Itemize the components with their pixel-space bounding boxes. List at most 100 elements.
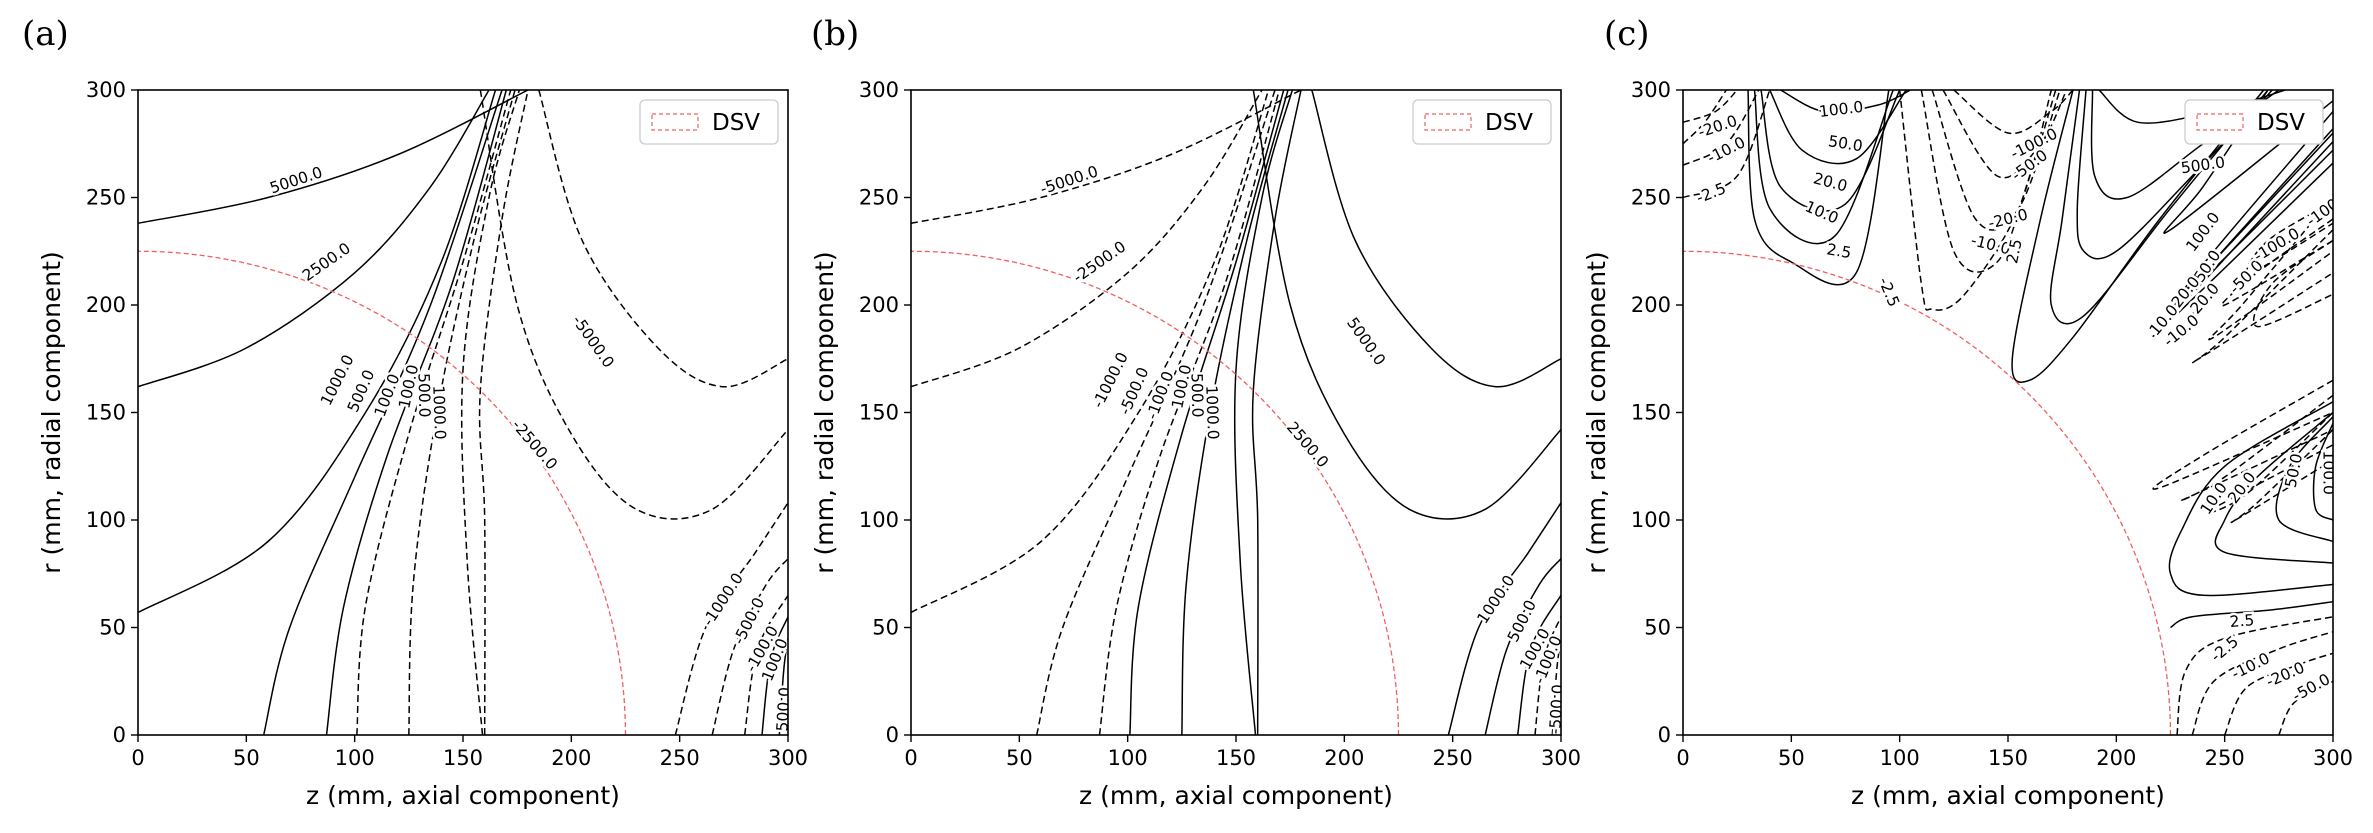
legend: DSV (1412, 99, 1552, 145)
contour-label: 1000.0 (1474, 572, 1519, 627)
contour-label: -10.0 (1704, 133, 1748, 167)
contour-line (2170, 600, 2333, 629)
contour-line (2049, 90, 2269, 325)
x-tick-label: 150 (443, 746, 483, 770)
contour-line (2011, 90, 2265, 383)
contour-line (2278, 680, 2333, 735)
contour-line (2176, 616, 2333, 735)
x-tick-label: 0 (904, 746, 917, 770)
contour-label: -500.0 (1546, 684, 1567, 735)
x-tick-label: 250 (1433, 746, 1473, 770)
x-tick-label: 250 (660, 746, 700, 770)
contour-label: 10.0 (1802, 197, 1841, 227)
contour-line (479, 90, 788, 520)
panel-c: (c)-20.0-10.0-2.5100.050.020.010.02.5-2.… (1582, 14, 2353, 810)
x-axis-label: z (mm, axial component) (1079, 781, 1393, 810)
contour-line (2246, 201, 2333, 274)
contour-label: 20.0 (2224, 469, 2259, 507)
y-tick-label: 100 (1631, 508, 1671, 532)
contour-line (138, 90, 529, 225)
dsv-circle (911, 250, 1400, 735)
panel-b: (b)-5000.0-2500.0-1000.0-500.0-100.0100.… (810, 14, 1581, 810)
contour-label: 50.0 (2282, 452, 2306, 489)
contour-line (1516, 594, 1561, 735)
contour-line (1551, 638, 1561, 735)
contour-label: 1000.0 (429, 385, 449, 440)
x-tick-label: 200 (2096, 746, 2136, 770)
contour-line (743, 594, 788, 735)
y-tick-label: 100 (86, 508, 126, 532)
y-tick-label: 100 (859, 508, 899, 532)
contour-line (1683, 90, 1760, 166)
contour-line (2207, 411, 2333, 514)
contour-line (1233, 90, 1294, 735)
x-tick-label: 200 (1324, 746, 1364, 770)
contour-line (538, 90, 788, 388)
x-axis-label: z (mm, axial component) (1851, 781, 2165, 810)
contour-label: 1000.0 (1202, 385, 1222, 440)
contour-line (1484, 558, 1561, 735)
x-tick-label: 0 (131, 746, 144, 770)
contour-label: 10.0 (2197, 479, 2231, 518)
contour-line (2191, 229, 2333, 364)
legend-label: DSV (712, 110, 760, 136)
panel-label: (c) (1604, 14, 1650, 54)
x-tick-label: 300 (1541, 746, 1581, 770)
contour-line (2182, 111, 2333, 292)
contour-line (138, 90, 497, 614)
contour-label: -5000.0 (568, 312, 617, 371)
x-tick-label: 300 (768, 746, 808, 770)
panel-label: (a) (22, 14, 69, 54)
legend-swatch (1424, 113, 1472, 131)
plot-area: -20.0-10.0-2.5100.050.020.010.02.5-2.5-1… (1683, 90, 2333, 735)
contour-line (2191, 631, 2333, 735)
x-tick-label: 50 (1006, 746, 1033, 770)
contour-label: 500.0 (414, 373, 433, 418)
contour-line (1920, 90, 2057, 273)
contour-line (911, 90, 1263, 388)
contour-label: 50.0 (1827, 132, 1864, 155)
legend-label: DSV (1485, 110, 1533, 136)
y-tick-label: 0 (886, 723, 899, 747)
legend-swatch (2196, 113, 2244, 131)
contour-line (911, 90, 1302, 225)
y-tick-label: 50 (99, 616, 126, 640)
dsv-circle (138, 250, 627, 735)
y-tick-label: 300 (86, 78, 126, 102)
contour-line (778, 638, 788, 735)
contour-label: 500.0 (773, 686, 794, 731)
legend-box (2184, 99, 2324, 145)
contour-line (1252, 90, 1561, 520)
contour-line (1181, 90, 1289, 735)
contour-line (2179, 394, 2333, 502)
contour-line (1780, 90, 1911, 113)
contour-line (1898, 90, 2053, 311)
contour-line (911, 90, 1270, 614)
contour-line (408, 90, 516, 735)
panel-a: (a)5000.02500.01000.0500.0100.0100.0500.… (22, 14, 808, 810)
y-tick-label: 250 (859, 186, 899, 210)
contour-line (1035, 90, 1276, 735)
contour-line (1683, 90, 1738, 123)
contour-line (460, 90, 521, 735)
x-tick-label: 300 (2313, 746, 2353, 770)
x-tick-label: 100 (335, 746, 375, 770)
contour-line (2168, 401, 2333, 597)
legend-swatch (651, 113, 699, 131)
legend-label: DSV (2257, 110, 2305, 136)
contour-label: -2.5 (2207, 632, 2242, 665)
contour-line (2152, 379, 2333, 490)
y-tick-label: 150 (1631, 401, 1671, 425)
contour-line (1942, 90, 2068, 179)
contour-line (325, 90, 508, 735)
contour-label: 2500.0 (1283, 418, 1332, 471)
x-tick-label: 50 (233, 746, 260, 770)
y-tick-label: 250 (86, 186, 126, 210)
axes-frame (137, 89, 789, 736)
x-axis-label: z (mm, axial component) (306, 781, 620, 810)
contour-line (1760, 90, 1901, 212)
plot-area: -5000.0-2500.0-1000.0-500.0-100.0100.050… (911, 90, 1567, 735)
contour-line (2214, 411, 2333, 564)
contour-line (674, 502, 788, 735)
